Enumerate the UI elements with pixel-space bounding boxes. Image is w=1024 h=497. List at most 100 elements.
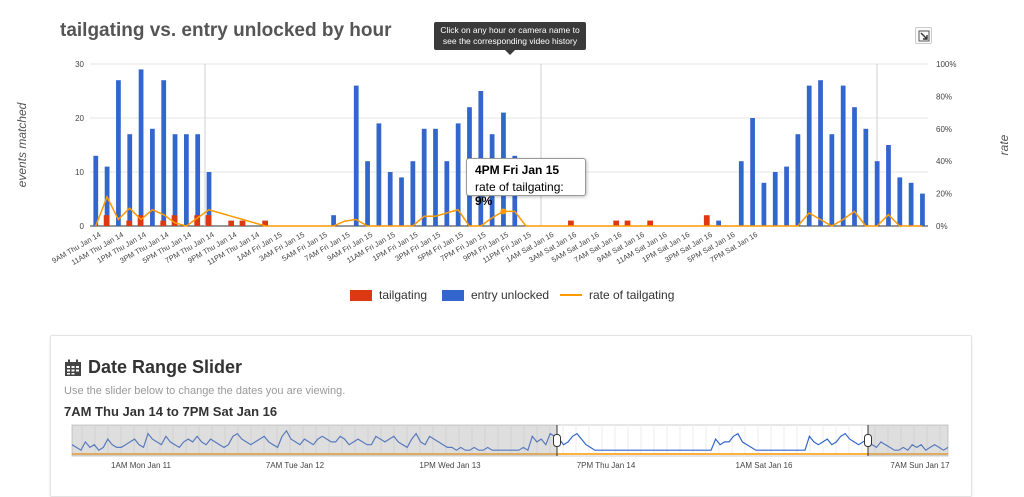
bar-tailgating[interactable] <box>194 215 201 226</box>
bar-entry-unlocked[interactable] <box>750 118 755 226</box>
export-button[interactable] <box>915 27 932 44</box>
video-history-hint-tooltip: Click on any hour or camera name to see … <box>434 22 586 55</box>
bar-entry-unlocked[interactable] <box>897 177 903 226</box>
bar-entry-unlocked[interactable] <box>399 177 404 226</box>
slider-title: Date Range Slider <box>88 357 243 377</box>
bar-entry-unlocked[interactable] <box>150 128 155 226</box>
slider-unselected-right <box>868 425 948 456</box>
bar-entry-unlocked[interactable] <box>116 80 121 226</box>
y-tick-label: 30 <box>75 60 84 69</box>
bar-tailgating[interactable] <box>126 220 133 226</box>
bar-entry-unlocked[interactable] <box>920 193 925 226</box>
bar-entry-unlocked[interactable] <box>772 172 778 226</box>
bar-entry-unlocked[interactable] <box>376 123 382 226</box>
hover-value: 9% <box>475 194 493 208</box>
bar-entry-unlocked[interactable] <box>852 107 857 226</box>
slider-overview-line <box>71 429 949 452</box>
bar-entry-unlocked[interactable] <box>761 182 767 226</box>
highlight-point <box>500 208 507 215</box>
slider-axis-label: 7AM Sun Jan 17 <box>890 461 950 470</box>
legend-swatch <box>350 289 372 301</box>
bar-entry-unlocked[interactable] <box>183 134 189 226</box>
legend-label: rate of tailgating <box>589 288 675 302</box>
bar-entry-unlocked[interactable] <box>206 172 212 226</box>
legend-label: entry unlocked <box>471 288 550 302</box>
bar-entry-unlocked[interactable] <box>331 215 336 226</box>
hint-text: Click on any hour or camera name to see … <box>440 25 580 46</box>
hover-time: 4PM Fri Jan 15 <box>475 163 560 177</box>
bar-entry-unlocked[interactable] <box>433 128 438 226</box>
date-range-slider-card: Date Range Slider Use the slider below t… <box>50 335 972 497</box>
slider-track[interactable] <box>71 424 949 457</box>
bar-entry-unlocked[interactable] <box>818 80 823 226</box>
bar-tailgating[interactable] <box>624 220 631 226</box>
bar-tailgating[interactable] <box>239 220 246 226</box>
bar-entry-unlocked[interactable] <box>784 166 789 226</box>
y2-tick-label: 40% <box>936 157 952 166</box>
bar-entry-unlocked[interactable] <box>421 128 427 226</box>
slider-axis-label: 7PM Thu Jan 14 <box>577 461 636 470</box>
export-download-icon <box>918 30 930 42</box>
bar-tailgating[interactable] <box>262 220 269 226</box>
slider-axis-label: 7AM Tue Jan 12 <box>266 461 325 470</box>
bar-tailgating[interactable] <box>228 220 235 226</box>
selected-range-label: 7AM Thu Jan 14 to 7PM Sat Jan 16 <box>64 404 278 419</box>
bar-entry-unlocked[interactable] <box>738 161 744 226</box>
bar-tailgating[interactable] <box>647 220 654 226</box>
bar-entry-unlocked[interactable] <box>874 161 880 226</box>
range-slider[interactable]: 1AM Mon Jan 11 7AM Tue Jan 12 1PM Wed Jan … <box>51 336 971 482</box>
y-tick-label: 0 <box>80 222 85 231</box>
slider-unselected-left <box>72 425 557 456</box>
legend-item-rate-of-tailgating[interactable]: rate of tailgating <box>560 288 674 302</box>
slider-axis-label: 1AM Mon Jan 11 <box>111 461 171 470</box>
bar-tailgating[interactable] <box>568 220 574 226</box>
bar-entry-unlocked[interactable] <box>410 161 416 226</box>
legend-label: tailgating <box>379 288 428 302</box>
bar-entry-unlocked[interactable] <box>387 172 393 226</box>
y-tick-label: 10 <box>75 168 84 177</box>
bar-tailgating[interactable] <box>171 215 178 226</box>
bar-entry-unlocked[interactable] <box>863 128 869 226</box>
bar-entry-unlocked[interactable] <box>886 145 891 226</box>
line-rate-of-tailgating[interactable] <box>95 194 923 227</box>
bar-entry-unlocked[interactable] <box>172 134 178 226</box>
bar-entry-unlocked[interactable] <box>93 155 99 226</box>
bar-entry-unlocked[interactable] <box>829 134 835 226</box>
bar-entry-unlocked[interactable] <box>127 134 133 226</box>
legend-swatch <box>442 289 464 301</box>
y-tick-label: 20 <box>75 114 84 123</box>
bar-entry-unlocked[interactable] <box>353 85 359 226</box>
card-title: Date Range Slider <box>64 357 242 378</box>
y2-tick-label: 80% <box>936 92 952 101</box>
legend-item-tailgating[interactable]: tailgating <box>350 288 427 302</box>
bar-entry-unlocked[interactable] <box>716 220 721 226</box>
bar-entry-unlocked[interactable] <box>840 85 846 226</box>
bar-entry-unlocked[interactable] <box>365 161 370 226</box>
bar-tailgating[interactable] <box>103 215 110 226</box>
tooltip-arrow <box>505 50 515 55</box>
bar-tailgating[interactable] <box>160 220 167 226</box>
slider-handle-end[interactable] <box>864 434 872 447</box>
legend-item-entry-unlocked[interactable]: entry unlocked <box>442 288 549 302</box>
bar-entry-unlocked[interactable] <box>455 123 461 226</box>
bar-entry-unlocked[interactable] <box>161 80 167 226</box>
y2-tick-label: 100% <box>936 60 956 69</box>
slider-axis-label: 1PM Wed Jan 13 <box>419 461 481 470</box>
bar-entry-unlocked[interactable] <box>795 134 801 226</box>
bar-entry-unlocked[interactable] <box>444 161 450 226</box>
bar-tailgating[interactable] <box>703 215 710 226</box>
bar-tailgating[interactable] <box>613 220 620 226</box>
bar-tailgating[interactable] <box>137 215 144 226</box>
y2-tick-label: 20% <box>936 190 952 199</box>
calendar-icon <box>65 359 81 376</box>
bar-tailgating[interactable] <box>205 215 212 226</box>
y2-tick-label: 0% <box>936 222 948 231</box>
bar-entry-unlocked[interactable] <box>138 69 144 227</box>
hover-label: rate of tailgating: <box>475 180 564 194</box>
bar-entry-unlocked[interactable] <box>806 85 812 226</box>
bar-entry-unlocked[interactable] <box>908 182 914 226</box>
slider-handle-start[interactable] <box>553 434 561 447</box>
slider-axis-label: 1AM Sat Jan 16 <box>736 461 793 470</box>
bar-entry-unlocked[interactable] <box>195 134 201 226</box>
